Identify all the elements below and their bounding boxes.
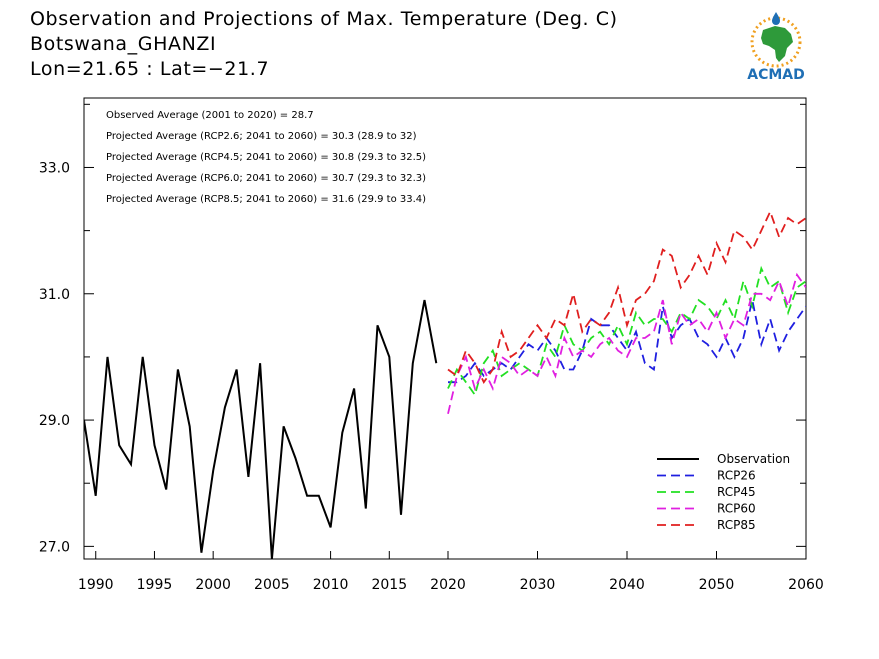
legend-label: Observation bbox=[717, 452, 790, 466]
series-line-rcp85 bbox=[447, 209, 806, 384]
location-label: Lon=21.65 : Lat=−21.7 bbox=[30, 58, 270, 80]
x-tick-label: 2000 bbox=[195, 577, 231, 593]
legend-label: RCP60 bbox=[717, 502, 756, 516]
series-line-observation bbox=[84, 299, 438, 559]
x-tick-label: 2005 bbox=[254, 577, 290, 593]
acmad-logo: ACMAD bbox=[747, 12, 805, 83]
legend-label: RCP85 bbox=[717, 518, 756, 532]
legend-label: RCP26 bbox=[717, 469, 756, 483]
annotation-text: Observed Average (2001 to 2020) = 28.7 bbox=[106, 110, 314, 121]
x-tick-label: 1995 bbox=[137, 577, 173, 593]
sun-rays-icon bbox=[750, 16, 802, 68]
x-tick-label: 2015 bbox=[371, 577, 407, 593]
chart-title: Observation and Projections of Max. Temp… bbox=[30, 8, 618, 30]
plot-frame bbox=[83, 97, 807, 560]
x-tick-label: 2020 bbox=[430, 577, 466, 593]
y-tick-label: 27.0 bbox=[39, 539, 70, 555]
y-tick-label: 29.0 bbox=[39, 413, 70, 429]
series-line-rcp45 bbox=[447, 265, 806, 397]
chart-subtitle: Botswana_GHANZI bbox=[30, 33, 217, 55]
series-line-rcp60 bbox=[447, 272, 806, 415]
annotation-text: Projected Average (RCP8.5; 2041 to 2060)… bbox=[106, 194, 426, 205]
water-drop-icon bbox=[772, 12, 780, 25]
x-tick-label: 2040 bbox=[609, 577, 645, 593]
annotation-text: Projected Average (RCP6.0; 2041 to 2060)… bbox=[106, 173, 426, 184]
y-tick-label: 31.0 bbox=[39, 287, 70, 303]
x-tick-label: 1990 bbox=[78, 577, 114, 593]
x-tick-label: 2060 bbox=[788, 577, 824, 593]
logo-text: ACMAD bbox=[747, 67, 805, 83]
y-tick-label: 33.0 bbox=[39, 160, 70, 176]
africa-map-icon bbox=[761, 26, 793, 62]
x-tick-label: 2050 bbox=[699, 577, 735, 593]
annotation-text: Projected Average (RCP2.6; 2041 to 2060)… bbox=[106, 131, 417, 142]
annotation-text: Projected Average (RCP4.5; 2041 to 2060)… bbox=[106, 152, 426, 163]
x-tick-label: 2030 bbox=[520, 577, 556, 593]
x-tick-label: 2010 bbox=[313, 577, 349, 593]
legend-label: RCP45 bbox=[717, 485, 756, 499]
